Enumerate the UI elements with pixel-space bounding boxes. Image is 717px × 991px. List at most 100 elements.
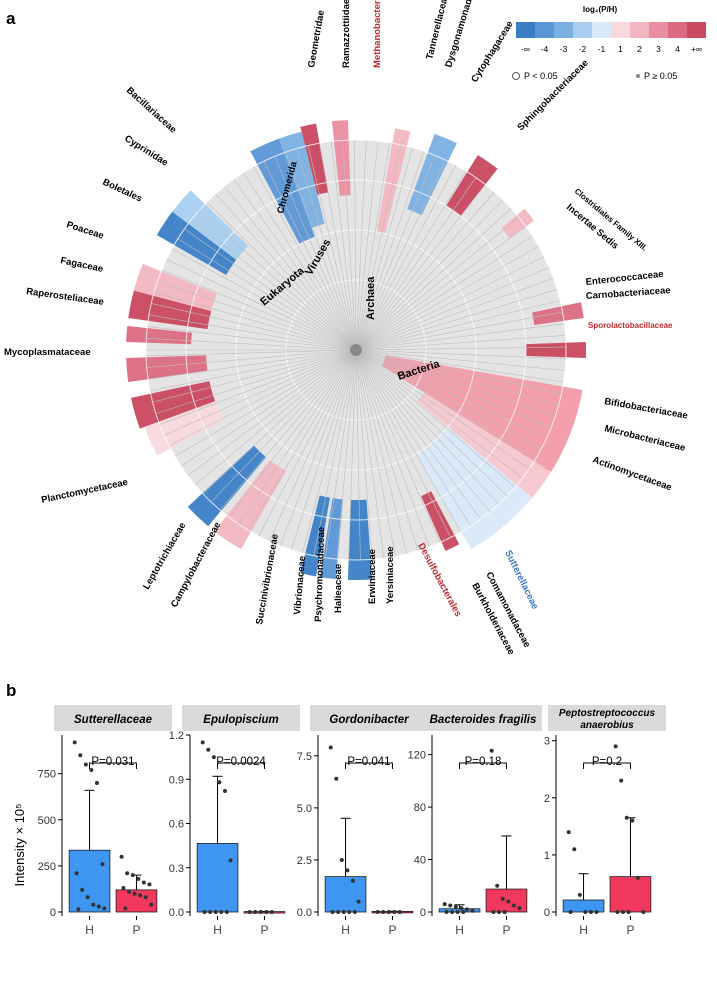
tree-branch — [342, 140, 357, 351]
data-point — [89, 768, 94, 773]
y-axis-title: Intensity × 10⁵ — [12, 803, 27, 886]
clade-label: Bifidobacteriaceae — [603, 396, 688, 422]
tree-branch — [263, 161, 357, 351]
tree-branch — [253, 166, 357, 351]
tree-branch — [355, 349, 396, 557]
leaf-heat-cell — [300, 123, 329, 195]
panel-title: Epulopiscium — [203, 714, 278, 726]
leaf-heat-cell — [144, 401, 224, 456]
data-point — [459, 906, 464, 911]
tree-branch — [151, 303, 357, 351]
data-point — [127, 889, 132, 894]
data-point — [352, 910, 357, 914]
data-point — [80, 887, 85, 892]
color-legend: log₂(P/H) -∞ -4 -3 -2 -1 1 2 3 4 +∞ P < 0.05 P ≥ … — [512, 5, 706, 81]
legend-swatch — [573, 22, 592, 38]
legend-swatch — [535, 22, 554, 38]
data-point — [83, 762, 88, 767]
tree-branch — [355, 349, 542, 449]
y-tick-label: 0.6 — [169, 819, 184, 831]
data-point — [147, 882, 152, 887]
tree-branch — [161, 269, 357, 351]
tree-branch — [215, 193, 357, 351]
significance-bracket — [459, 762, 507, 769]
clade-label: Poaceae — [65, 219, 105, 241]
tree-branch — [355, 246, 539, 351]
tree-branch — [355, 208, 512, 351]
p-value-label: P=0.18 — [465, 756, 502, 768]
tree-branch — [355, 349, 451, 538]
clade-label: Desulfobacterales — [415, 541, 463, 618]
leaf-heat-cell — [376, 128, 411, 234]
data-point — [78, 753, 83, 758]
data-point — [615, 910, 620, 914]
tree-branch — [355, 144, 402, 351]
tree-branch — [355, 277, 554, 351]
data-point — [219, 910, 224, 914]
legend-swatch — [516, 22, 535, 38]
tree-branch — [187, 349, 357, 477]
y-tick-label: 750 — [38, 769, 56, 781]
clade-label: Cyprinidae — [122, 133, 169, 168]
legend-tick-label: -3 — [560, 44, 568, 54]
legend-tick-label: -∞ — [521, 44, 530, 54]
clade-label: Dysgonamonadaceae — [443, 0, 482, 69]
data-point — [511, 903, 516, 908]
leaf-heat-cell — [250, 138, 315, 245]
y-tick-label: 80 — [414, 802, 426, 814]
y-tick-label: 7.5 — [297, 751, 312, 763]
clade-label: Actinomycetaceae — [591, 454, 673, 493]
legend-tick-label: 4 — [675, 44, 680, 54]
data-point — [149, 902, 154, 907]
panel-title: Sutterellaceae — [74, 714, 153, 726]
y-tick-label: 250 — [38, 861, 56, 873]
tree-branch — [155, 349, 357, 414]
bar-panel: Peptostreptococcus anaerobius 0 1 2 3 H P P=0.2 — [544, 705, 666, 937]
data-point — [502, 910, 507, 914]
data-point — [619, 778, 624, 783]
panel-b-label: b — [6, 681, 16, 700]
legend-swatch — [668, 22, 687, 38]
tree-branch — [355, 349, 361, 560]
data-point — [386, 910, 391, 914]
bar-panels: Sutterellaceae 0 250 500 750 H P P=0.031 Epulopi… — [38, 705, 666, 937]
y-tick-label: 40 — [414, 855, 426, 867]
data-point — [635, 875, 640, 880]
data-point — [613, 744, 618, 749]
leaf-heat-cell — [501, 208, 534, 239]
tree-branch — [274, 156, 357, 351]
clade-label: Raperosteliaceae — [26, 286, 105, 308]
bar-H — [562, 899, 605, 913]
significance-bracket — [583, 762, 631, 769]
x-tick-label: H — [579, 923, 588, 937]
tree-branch — [355, 256, 545, 351]
y-tick-label: 0.3 — [169, 863, 184, 875]
bar-H — [196, 843, 239, 913]
tree-branch — [355, 226, 527, 351]
legend-swatches — [516, 22, 706, 38]
clade-label: Bacillariaceae — [124, 85, 178, 136]
leaf-heat-cell — [417, 392, 552, 498]
y-tick-label: 2 — [544, 793, 550, 805]
tree-branch — [319, 143, 357, 351]
data-point — [397, 910, 402, 914]
legend-tick-label: 2 — [637, 44, 642, 54]
data-point — [213, 910, 218, 914]
data-point — [334, 776, 339, 781]
y-tick-label: 0.9 — [169, 774, 184, 786]
data-point — [489, 748, 494, 753]
leaf-heat-cell — [133, 263, 217, 312]
tree-branch — [355, 159, 446, 351]
tree-branch — [202, 349, 357, 494]
tree-branch — [355, 177, 477, 351]
data-point — [594, 910, 599, 914]
y-tick-label: 1 — [544, 850, 550, 862]
clade-label: Halieaceae — [333, 564, 344, 613]
sig-circle-icon — [512, 72, 520, 80]
y-tick-label: 5.0 — [297, 803, 312, 815]
data-point — [464, 907, 469, 912]
data-point — [100, 862, 105, 867]
tree-branch — [355, 349, 556, 417]
data-point — [626, 910, 631, 914]
bar-panel: Gordonibacter 0.0 2.5 5.0 7.5 H P P=0.041 — [297, 705, 428, 937]
